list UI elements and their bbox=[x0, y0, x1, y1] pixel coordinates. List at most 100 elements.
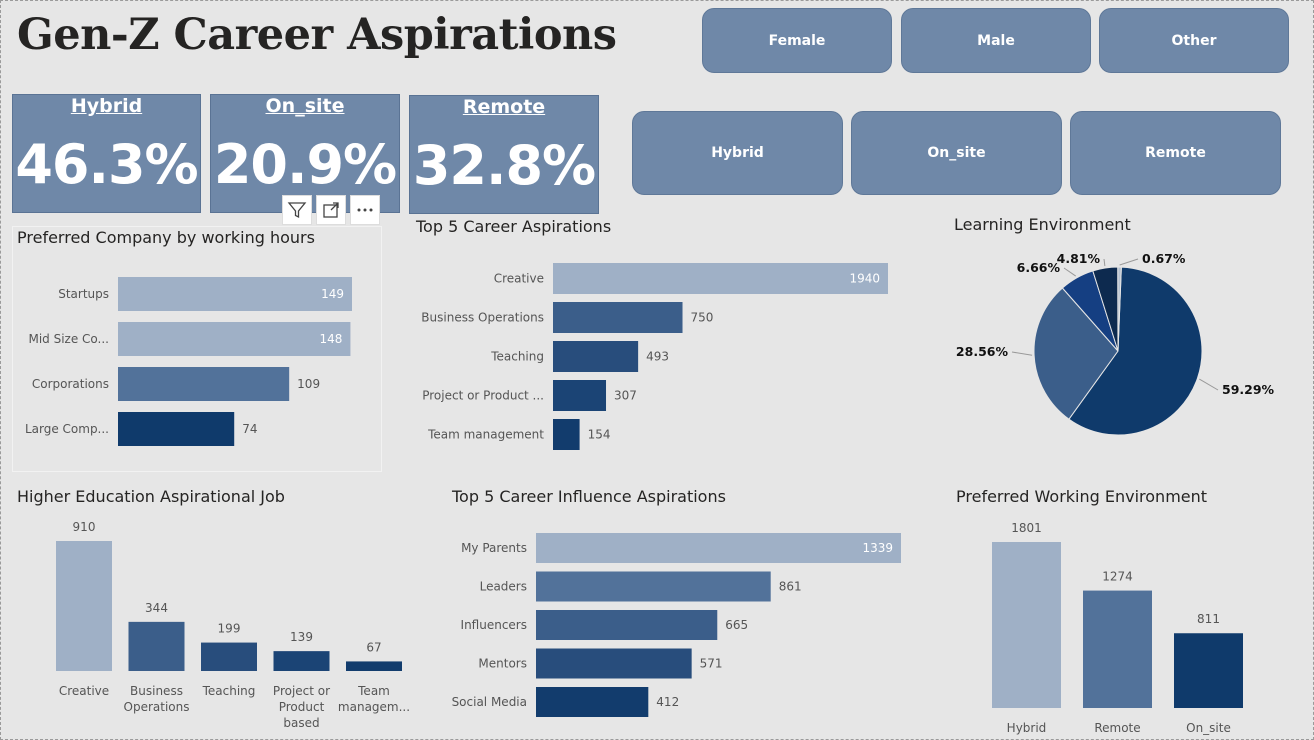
education-value-label: 910 bbox=[73, 520, 96, 534]
chart-title-career: Top 5 Career Aspirations bbox=[416, 217, 612, 236]
working_env-value-label: 1274 bbox=[1102, 570, 1133, 584]
learning-pie-value-label: 59.29% bbox=[1222, 382, 1275, 397]
education-value-label: 344 bbox=[145, 601, 168, 615]
focus-mode-icon[interactable] bbox=[316, 195, 346, 225]
working_env-bar bbox=[1174, 633, 1243, 708]
education-category-label: managem... bbox=[338, 700, 410, 714]
education-category-label: Operations bbox=[124, 700, 190, 714]
career-value-label: 307 bbox=[614, 389, 637, 403]
company-value-label: 74 bbox=[242, 422, 257, 436]
learning-pie-slice bbox=[1068, 266, 1203, 436]
education-category-label: Business bbox=[130, 684, 183, 698]
kpi-label: Hybrid bbox=[70, 95, 143, 117]
career-category-label: Project or Product ... bbox=[422, 389, 544, 403]
influence-category-label: Influencers bbox=[461, 618, 527, 632]
slicer-gender-male[interactable]: Male bbox=[901, 8, 1091, 73]
education-category-label: based bbox=[283, 716, 319, 730]
chart-title-company: Preferred Company by working hours bbox=[17, 228, 315, 247]
influence-bar bbox=[536, 571, 771, 602]
kpi-label: On_site bbox=[265, 95, 345, 117]
learning-pie-leader-line bbox=[1119, 258, 1139, 266]
company-bar bbox=[118, 412, 235, 446]
education-bar bbox=[346, 661, 402, 671]
learning-pie-value-label: 0.67% bbox=[1142, 251, 1186, 266]
learning-pie-slice bbox=[1117, 266, 1122, 352]
career-bar bbox=[553, 263, 888, 294]
chart-title-education: Higher Education Aspirational Job bbox=[17, 487, 285, 506]
influence-value-label: 861 bbox=[779, 580, 802, 594]
company-bar bbox=[118, 277, 352, 311]
career-value-label: 1940 bbox=[849, 272, 880, 286]
visual-header bbox=[282, 195, 380, 225]
career-bar bbox=[553, 419, 580, 450]
company-bar bbox=[118, 367, 290, 401]
kpi-card-remote: Remote 32.8% bbox=[409, 95, 599, 214]
education-bar bbox=[56, 541, 112, 671]
slicer-mode-on-site[interactable]: On_site bbox=[851, 111, 1062, 195]
working_env-bar bbox=[992, 542, 1061, 708]
learning-pie-value-label: 6.66% bbox=[1017, 260, 1061, 275]
education-value-label: 199 bbox=[218, 622, 241, 636]
influence-category-label: My Parents bbox=[461, 541, 527, 555]
kpi-label: Remote bbox=[462, 96, 546, 118]
working_env-value-label: 1801 bbox=[1011, 521, 1042, 535]
working_env-category-label: Hybrid bbox=[1007, 721, 1047, 735]
chart-title-working-env: Preferred Working Environment bbox=[956, 487, 1208, 506]
influence-category-label: Social Media bbox=[452, 695, 527, 709]
learning-pie-value-label: 4.81% bbox=[1057, 251, 1101, 266]
slicer-mode-remote[interactable]: Remote bbox=[1070, 111, 1281, 195]
influence-value-label: 665 bbox=[725, 618, 748, 632]
kpi-value: 46.3% bbox=[15, 133, 198, 196]
career-category-label: Creative bbox=[494, 272, 544, 286]
company-value-label: 148 bbox=[320, 332, 343, 346]
company-category-label: Corporations bbox=[32, 377, 109, 391]
education-category-label: Teaching bbox=[202, 684, 256, 698]
slicer-gender-female[interactable]: Female bbox=[702, 8, 892, 73]
slicer-mode-hybrid[interactable]: Hybrid bbox=[632, 111, 843, 195]
education-category-label: Team bbox=[357, 684, 390, 698]
education-category-label: Project or bbox=[273, 684, 330, 698]
career-value-label: 750 bbox=[691, 311, 714, 325]
kpi-card-on-site: On_site 20.9% bbox=[210, 94, 400, 213]
company-category-label: Mid Size Co... bbox=[28, 332, 109, 346]
filter-icon[interactable] bbox=[282, 195, 312, 225]
learning-pie-leader-line bbox=[1011, 351, 1033, 356]
career-value-label: 493 bbox=[646, 350, 669, 364]
chart-title-learning: Learning Environment bbox=[954, 215, 1131, 234]
education-bar bbox=[273, 651, 330, 671]
more-options-icon[interactable] bbox=[350, 195, 380, 225]
education-bar bbox=[201, 642, 257, 671]
kpi-value: 20.9% bbox=[213, 133, 397, 196]
kpi-value: 32.8% bbox=[412, 134, 596, 197]
learning-pie-value-label: 28.56% bbox=[956, 344, 1009, 359]
career-category-label: Team management bbox=[427, 428, 544, 442]
learning-pie-slice bbox=[1033, 287, 1119, 420]
influence-value-label: 1339 bbox=[862, 541, 893, 555]
learning-pie-leader-line bbox=[1103, 258, 1106, 267]
career-category-label: Teaching bbox=[490, 350, 544, 364]
influence-value-label: 412 bbox=[656, 695, 679, 709]
company-value-label: 149 bbox=[321, 287, 344, 301]
slicer-gender-other[interactable]: Other bbox=[1099, 8, 1289, 73]
education-category-label: Creative bbox=[59, 684, 109, 698]
working_env-value-label: 811 bbox=[1197, 612, 1220, 626]
career-bar bbox=[553, 380, 607, 411]
company-category-label: Large Comp... bbox=[25, 422, 109, 436]
working_env-category-label: On_site bbox=[1186, 721, 1231, 735]
influence-bar bbox=[536, 610, 718, 640]
influence-category-label: Mentors bbox=[478, 657, 527, 671]
influence-value-label: 571 bbox=[700, 657, 723, 671]
page-title: Gen-Z Career Aspirations bbox=[17, 10, 617, 60]
company-bar bbox=[118, 322, 351, 356]
company-category-label: Startups bbox=[58, 287, 109, 301]
influence-category-label: Leaders bbox=[480, 580, 527, 594]
influence-bar bbox=[536, 648, 692, 679]
company-value-label: 109 bbox=[297, 377, 320, 391]
learning-pie-leader-line bbox=[1063, 267, 1077, 277]
learning-pie-leader-line bbox=[1199, 378, 1219, 391]
career-category-label: Business Operations bbox=[421, 311, 544, 325]
influence-bar bbox=[536, 533, 901, 563]
visual-focus-frame bbox=[12, 226, 382, 472]
education-value-label: 139 bbox=[290, 630, 313, 644]
